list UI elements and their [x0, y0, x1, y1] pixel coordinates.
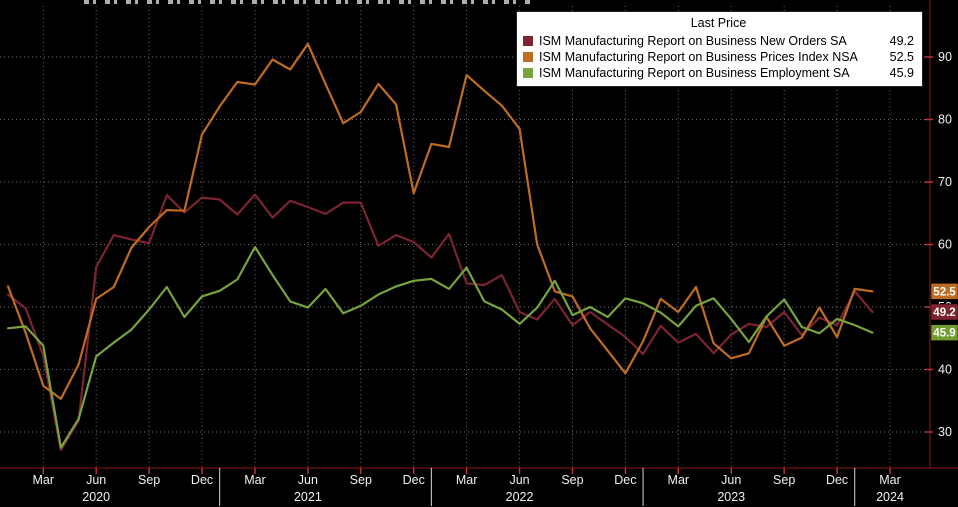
legend-label: ISM Manufacturing Report on Business Pri… [539, 50, 858, 64]
x-tick-label: Mar [244, 473, 266, 487]
series-line-0 [6, 193, 874, 452]
last-price-marker-value: 45.9 [933, 328, 955, 340]
legend-row-2[interactable]: ISM Manufacturing Report on Business Emp… [523, 65, 914, 81]
last-price-marker [930, 283, 958, 300]
y-tick-label: 90 [938, 50, 952, 64]
last-price-marker [930, 324, 958, 341]
x-tick-label: Jun [509, 473, 529, 487]
y-tick-label: 60 [938, 238, 952, 252]
x-tick-label: Mar [668, 473, 690, 487]
x-tick-label: Jun [721, 473, 741, 487]
legend-value: 49.2 [889, 34, 914, 48]
y-tick-label: 30 [938, 425, 952, 439]
x-tick-label: Mar [33, 473, 55, 487]
y-tick-label: 40 [938, 363, 952, 377]
year-label: 2024 [876, 490, 904, 504]
series-line-2 [6, 245, 874, 449]
y-tick-label: 80 [938, 113, 952, 127]
legend-swatch-icon [523, 68, 533, 78]
x-tick-label: Dec [614, 473, 636, 487]
x-tick-label: Dec [191, 473, 213, 487]
year-label: 2020 [82, 490, 110, 504]
x-tick-label: Sep [138, 473, 160, 487]
x-tick-label: Jun [86, 473, 106, 487]
legend-row-1[interactable]: ISM Manufacturing Report on Business Pri… [523, 49, 914, 65]
year-label: 2022 [506, 490, 534, 504]
legend-box: Last Price ISM Manufacturing Report on B… [516, 11, 923, 87]
x-tick-label: Dec [403, 473, 425, 487]
x-tick-label: Mar [879, 473, 901, 487]
x-tick-label: Dec [826, 473, 848, 487]
year-label: 2021 [294, 490, 322, 504]
x-tick-label: Sep [350, 473, 372, 487]
clipped-title-text [84, 0, 530, 4]
legend-label: ISM Manufacturing Report on Business Emp… [539, 66, 850, 80]
x-tick-label: Mar [456, 473, 478, 487]
legend-swatch-icon [523, 36, 533, 46]
legend-title: Last Price [690, 16, 747, 30]
legend-value: 52.5 [889, 50, 914, 64]
x-tick-label: Jun [298, 473, 318, 487]
x-tick-label: Sep [561, 473, 583, 487]
y-tick-label: 70 [938, 175, 952, 189]
series-line-1 [6, 42, 874, 400]
last-price-marker-value: 49.2 [933, 307, 955, 319]
last-price-marker-value: 52.5 [933, 286, 956, 298]
legend-value: 45.9 [889, 66, 914, 80]
x-tick-label: Sep [773, 473, 795, 487]
year-label: 2023 [717, 490, 745, 504]
last-price-marker [930, 303, 958, 321]
legend-label: ISM Manufacturing Report on Business New… [539, 34, 847, 48]
legend-swatch-icon [523, 52, 533, 62]
legend-row-0[interactable]: ISM Manufacturing Report on Business New… [523, 33, 914, 49]
